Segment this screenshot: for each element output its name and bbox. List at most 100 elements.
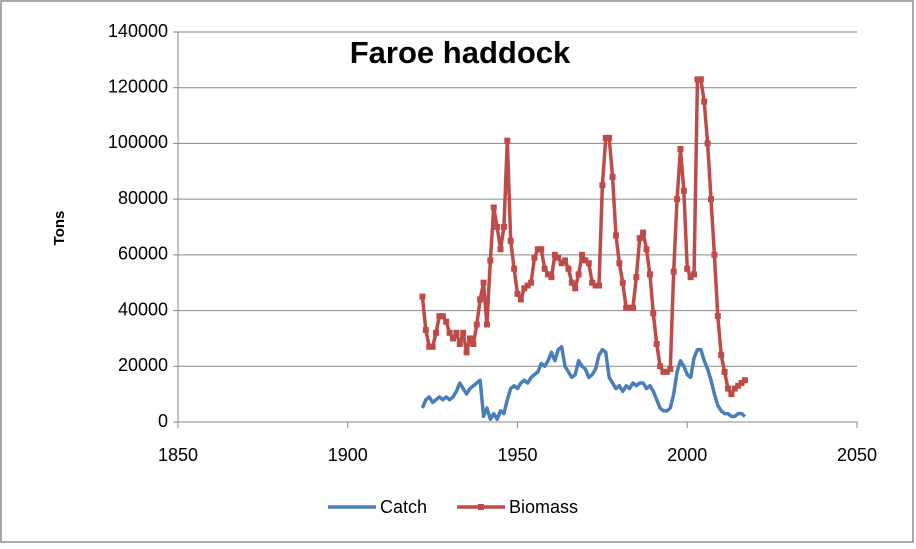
series-marker <box>589 279 596 286</box>
series-marker <box>677 146 684 152</box>
series-marker <box>602 134 609 141</box>
series-marker <box>663 368 670 375</box>
series-marker <box>562 257 569 264</box>
series-marker <box>436 313 443 320</box>
y-tick-label: 120000 <box>108 76 168 96</box>
series-marker <box>534 246 541 253</box>
series-marker <box>480 279 487 286</box>
series-marker <box>735 382 742 389</box>
series-line <box>420 345 747 421</box>
series-marker <box>439 313 446 320</box>
series-marker <box>643 246 650 253</box>
series-marker <box>538 246 545 253</box>
series-marker <box>504 137 511 144</box>
series-marker <box>629 304 636 311</box>
series-marker <box>558 260 565 267</box>
series-marker <box>687 274 694 281</box>
series-marker <box>721 368 728 375</box>
series-marker <box>680 187 687 194</box>
series-marker <box>650 310 657 317</box>
series-marker <box>568 279 575 286</box>
series-marker <box>565 265 572 272</box>
series-marker <box>449 335 456 342</box>
series-marker <box>531 254 538 261</box>
y-axis-label: Tons <box>51 211 68 246</box>
series-marker <box>460 329 467 336</box>
series-marker <box>606 134 613 141</box>
series-marker <box>599 182 606 189</box>
series-marker <box>640 229 647 236</box>
series-marker <box>741 377 748 384</box>
y-tick-label: 40000 <box>118 299 168 319</box>
series-marker <box>490 204 497 211</box>
series-marker <box>657 363 664 370</box>
x-tick-label: 1850 <box>158 445 198 465</box>
series-marker <box>422 327 429 334</box>
series-marker <box>483 321 490 328</box>
series-marker <box>626 304 633 311</box>
series-marker <box>446 329 453 336</box>
legend-marker <box>478 504 485 510</box>
series-marker <box>514 290 521 297</box>
series-marker <box>711 251 718 258</box>
series-marker <box>579 251 586 258</box>
series-marker <box>623 304 630 311</box>
series-marker <box>545 271 552 278</box>
series-marker <box>704 140 711 147</box>
series-marker <box>466 335 473 342</box>
legend-label: Catch <box>380 497 427 517</box>
series-marker <box>708 196 715 203</box>
series-marker <box>636 235 643 242</box>
series-marker <box>555 254 562 261</box>
series-marker <box>731 385 738 392</box>
x-tick-label: 1900 <box>328 445 368 465</box>
series-marker <box>697 76 704 83</box>
series-marker <box>528 279 535 286</box>
series-marker <box>724 385 731 392</box>
series-marker <box>582 257 589 264</box>
y-tick-label: 0 <box>158 411 168 431</box>
series-marker <box>521 285 528 292</box>
series-marker <box>453 329 460 336</box>
series-marker <box>456 341 463 347</box>
series-marker <box>595 282 602 289</box>
series-marker <box>473 321 480 328</box>
series-marker <box>497 246 504 253</box>
y-tick-label: 60000 <box>118 244 168 264</box>
series-marker <box>524 282 531 289</box>
series-marker <box>419 293 426 300</box>
series-marker <box>500 224 507 230</box>
series-marker <box>507 237 514 244</box>
series-marker <box>660 368 667 375</box>
series-marker <box>674 196 681 203</box>
y-tick-label: 100000 <box>108 132 168 152</box>
series-marker <box>653 341 660 347</box>
chart-title: Faroe haddock <box>350 35 571 70</box>
x-tick-label: 2000 <box>667 445 707 465</box>
series-marker <box>612 232 619 239</box>
series-marker <box>470 341 477 347</box>
series-marker <box>575 271 582 278</box>
series-marker <box>548 274 555 281</box>
series-marker <box>738 380 745 386</box>
series-marker <box>684 265 691 272</box>
series-marker <box>633 274 640 281</box>
y-tick-label: 20000 <box>118 355 168 375</box>
series-marker <box>616 260 623 267</box>
series-marker <box>429 343 436 350</box>
series-marker <box>714 313 721 320</box>
series-marker <box>619 279 626 286</box>
series-marker <box>691 271 698 278</box>
series-marker <box>494 224 501 230</box>
series-marker <box>670 268 677 275</box>
x-tick-label: 2050 <box>837 445 877 465</box>
series-marker <box>701 98 708 105</box>
series-marker <box>667 366 674 373</box>
series-marker <box>511 265 518 272</box>
series-marker <box>572 285 579 292</box>
series-marker <box>694 76 701 83</box>
series-marker <box>585 260 592 267</box>
series-marker <box>463 349 470 356</box>
